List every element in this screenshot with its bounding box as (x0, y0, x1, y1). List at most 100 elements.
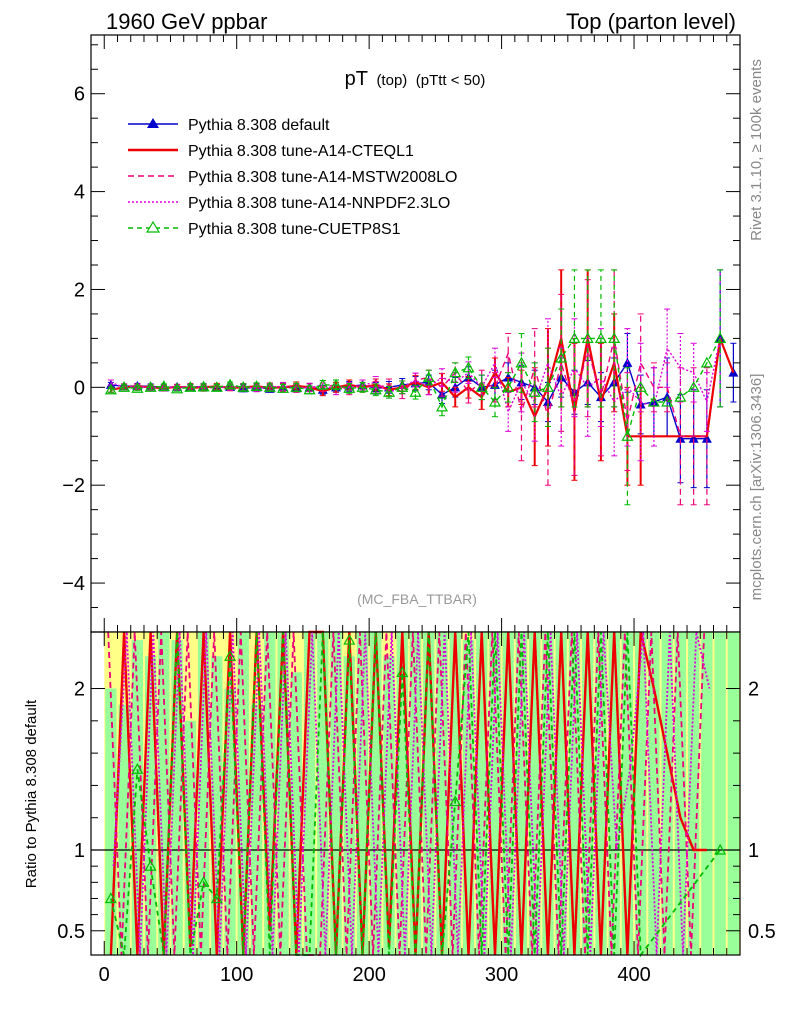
legend-marker (147, 118, 159, 128)
data-point (409, 385, 422, 397)
data-point (422, 371, 435, 383)
ratio-line-cuetp8s1 (110, 631, 721, 958)
ratio-axes: 0.5 0.5 1 1 2 2 0 100 200 300 400 (57, 632, 776, 986)
ratio-point (131, 763, 144, 774)
data-point (488, 395, 501, 407)
ratio-point (144, 859, 157, 871)
legend-label: Pythia 8.308 tune-A14-MSTW2008LO (188, 169, 457, 186)
x-tick-label: 400 (617, 964, 650, 986)
ratio-band-green (409, 632, 422, 955)
ratio-y-tick-label-right: 1 (748, 840, 759, 862)
data-point (237, 381, 250, 392)
ratio-band-green (701, 632, 713, 955)
ratio-band-green (211, 656, 223, 955)
ratio-band-green (595, 632, 607, 955)
main-series-layer (104, 269, 739, 506)
plot-title-sub1: (top) (376, 72, 407, 89)
legend-entry-nnpdf: Pythia 8.308 tune-A14-NNPDF2.3LO (128, 195, 450, 212)
data-point (622, 357, 633, 367)
ratio-series-layer (104, 630, 727, 958)
data-point (675, 433, 686, 443)
ratio-point (104, 892, 117, 904)
data-point (343, 382, 356, 393)
ratio-band-green (502, 632, 514, 955)
data-point (224, 378, 237, 390)
data-point (210, 381, 223, 392)
data-point (118, 381, 131, 392)
data-point (502, 381, 515, 392)
ratio-band-green (635, 632, 647, 955)
series-cuetp8s1 (104, 269, 727, 506)
data-point (475, 381, 488, 392)
ratio-band-green (515, 632, 528, 955)
ratio-band-green (396, 632, 408, 955)
data-point (555, 351, 568, 363)
legend-label: Pythia 8.308 default (188, 117, 330, 134)
analysis-label: (MC_FBA_TTBAR) (357, 591, 477, 607)
rivet-version-label: Rivet 3.1.10, ≥ 100k events (748, 59, 765, 241)
ratio-band-green (555, 632, 567, 955)
ratio-band-green (661, 632, 673, 955)
data-point (369, 383, 382, 395)
data-point (144, 381, 157, 392)
ratio-band-green (303, 632, 316, 955)
ratio-band-green (621, 632, 634, 955)
ratio-band-green (224, 688, 236, 955)
legend-label: Pythia 8.308 tune-A14-NNPDF2.3LO (188, 195, 450, 212)
ratio-y-tick-label: 0.5 (57, 921, 85, 943)
ratio-panel-frame (90, 631, 741, 956)
ratio-point (396, 666, 409, 677)
legend-label: Pythia 8.308 tune-CUETP8S1 (188, 221, 401, 238)
data-point (356, 381, 369, 392)
data-point (435, 400, 449, 412)
legend-entry-cuetp8s1: Pythia 8.308 tune-CUETP8S1 (128, 220, 401, 238)
main-y-tick-label: −4 (62, 573, 85, 595)
ratio-band-green (462, 640, 475, 955)
data-point (674, 390, 687, 402)
ratio-band-green (317, 632, 329, 955)
ratio-panel: 0.5 0.5 1 1 2 2 0 100 200 300 400 Ratio to Pythia … (23, 630, 776, 986)
data-point (515, 356, 528, 368)
ratio-band-green (489, 632, 501, 955)
data-point (528, 385, 541, 397)
legend-entry-default: Pythia 8.308 default (128, 117, 330, 134)
ratio-band-green (131, 640, 143, 955)
ratio-band-green (423, 632, 435, 955)
ratio-band-green (542, 632, 554, 955)
ratio-band-green (674, 632, 687, 955)
data-point (316, 378, 329, 390)
ratio-point (714, 843, 727, 855)
series-line-nnpdf (110, 338, 721, 414)
ratio-band-green (237, 632, 249, 955)
data-point (661, 395, 674, 407)
main-y-tick-label: 6 (74, 84, 85, 106)
ratio-band-green (383, 656, 395, 955)
ratio-band-green (436, 632, 448, 955)
data-point (197, 380, 210, 392)
data-point (581, 332, 594, 343)
ratio-point (224, 649, 237, 661)
data-point (700, 356, 713, 368)
ratio-band-green (197, 632, 210, 955)
ratio-band-green (277, 632, 289, 955)
data-point (303, 383, 316, 395)
data-point (250, 380, 263, 391)
ratio-point (449, 795, 462, 807)
data-point (568, 332, 581, 343)
ratio-y-tick-label: 1 (74, 840, 85, 862)
ratio-band-green (529, 632, 541, 955)
data-point (634, 381, 647, 392)
ratio-band-green (250, 704, 263, 955)
data-point (171, 382, 184, 394)
legend-entry-mstw: Pythia 8.308 tune-A14-MSTW2008LO (128, 169, 457, 186)
header-left-label: 1960 GeV ppbar (106, 9, 267, 34)
data-point (104, 383, 117, 395)
ratio-y-tick-label: 2 (74, 679, 85, 701)
data-point (263, 381, 276, 392)
ratio-band-green (290, 672, 302, 955)
ratio-point (197, 876, 210, 887)
main-y-tick-label: 2 (74, 279, 85, 301)
ratio-band-green (476, 632, 488, 955)
ratio-band-green (105, 688, 117, 955)
